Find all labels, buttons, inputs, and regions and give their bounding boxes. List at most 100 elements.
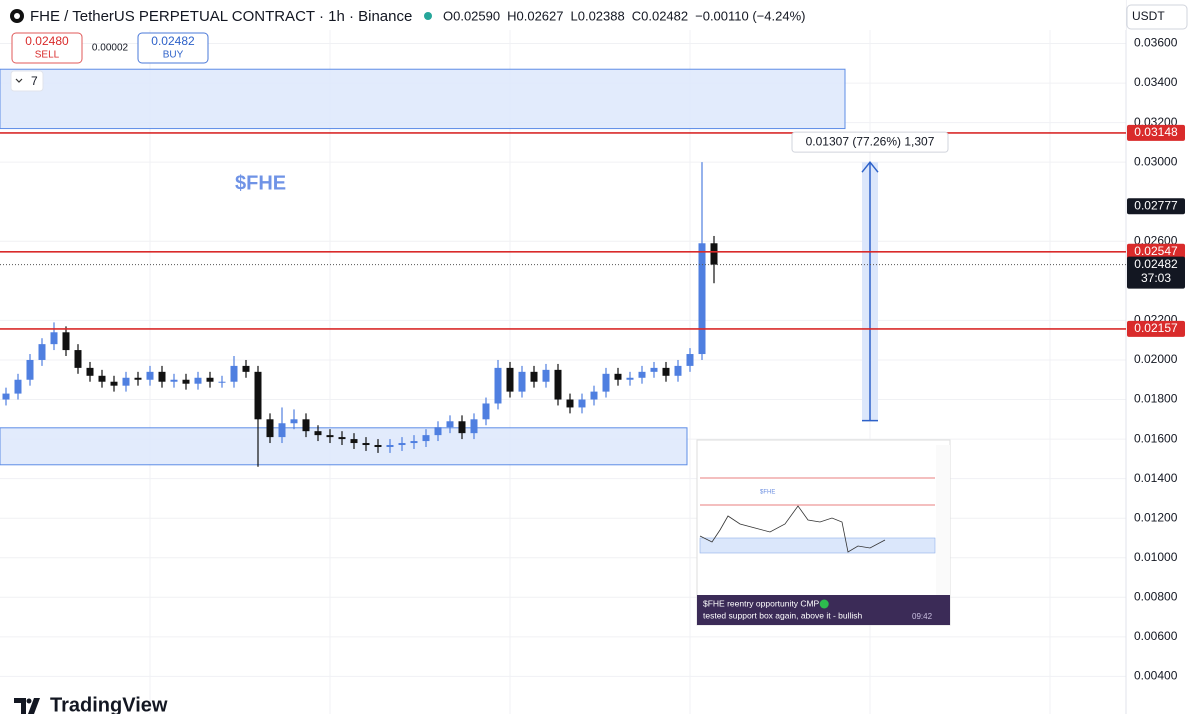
svg-text:$FHE: $FHE [760,490,775,496]
ohlc-value: L0.02388 [571,8,625,23]
candle-body [674,365,682,376]
candle-body [374,445,382,447]
y-tick-label: 0.01800 [1134,392,1178,406]
price-label-box [1127,198,1185,215]
candle-body [50,332,58,345]
candle-body [266,419,274,438]
status-dot [424,12,432,20]
price-label-box [1127,256,1185,289]
candle-body [710,243,718,265]
ohlc-value: H0.02627 [507,8,563,23]
sell-price[interactable]: 0.02480 [25,34,69,48]
candle-body [74,350,82,368]
y-tick-label: 0.03400 [1134,75,1178,89]
candle-body [386,445,394,447]
candle-body [134,377,142,380]
countdown: 37:03 [1141,271,1171,285]
candle-body [590,391,598,400]
candle-body [206,377,214,382]
candle-body [410,441,418,444]
buy-label[interactable]: BUY [163,50,184,61]
candle-body [326,435,334,438]
sell-button[interactable] [11,32,83,64]
candle-body [662,367,670,376]
candle-body [638,371,646,378]
candle-body [110,381,118,386]
candle-body [530,371,538,382]
y-tick-label: 0.03600 [1134,36,1178,50]
candle-body [398,443,406,446]
ohlc-value: C0.02482 [632,8,688,23]
candle-body [254,371,262,420]
price-label-box [1127,243,1185,260]
candle-body [362,443,370,446]
candle-body [698,243,706,355]
candle-body [38,344,46,360]
measure-label: 0.01307 (77.26%) 1,307 [806,134,935,148]
inset-caption: tested support box again, above it - bul… [703,610,863,620]
annotation: $FHE [235,172,286,194]
candle-body [194,377,202,384]
candle-body [494,367,502,404]
candle-body [242,365,250,372]
candle-body [626,377,634,380]
candle-body [86,367,94,376]
chart-title[interactable]: FHE / TetherUS PERPETUAL CONTRACT · 1h ·… [30,8,412,25]
candle-body [290,419,298,424]
inset-time: 09:42 [912,612,933,621]
price-label: 0.03148 [1134,125,1178,139]
candle-body [518,371,526,392]
candle-body [422,435,430,442]
candle-body [506,367,514,392]
candle-body [602,373,610,392]
measure-arrowhead [861,160,879,422]
y-tick-label: 0.01600 [1134,431,1178,445]
candle-body [578,399,586,408]
candle-body [2,393,10,400]
currency-button[interactable] [1126,4,1188,30]
candle-body [314,431,322,436]
candle-body [434,427,442,436]
candle-body [686,354,694,366]
price-label-box [1127,124,1185,141]
sell-label[interactable]: SELL [35,50,60,61]
measure-label-box [791,131,949,153]
indicator-count[interactable]: 7 [31,74,38,88]
candle-body [614,373,622,380]
buy-price[interactable]: 0.02482 [151,34,195,48]
currency[interactable]: USDT [1132,9,1165,23]
brand-logo [14,698,40,714]
candle-body [302,419,310,432]
y-tick-label: 0.00600 [1134,629,1178,643]
candle-body [482,403,490,420]
y-tick-label: 0.01200 [1134,510,1178,524]
candle-body [650,367,658,372]
candle-body [230,365,238,382]
candle-body [98,375,106,382]
candle-body [62,332,70,351]
candle-body [170,379,178,382]
ohlc-value: −0.00110 (−4.24%) [695,8,805,23]
buy-button[interactable] [137,32,209,64]
y-tick-label: 0.02000 [1134,352,1178,366]
spread: 0.00002 [92,43,129,54]
candle-body [26,359,34,380]
price-label: 0.02547 [1134,244,1178,258]
candle-body [554,369,562,400]
inset: $FHE $FHE reentry opportunity CMP tested… [696,439,951,626]
zone [0,427,688,466]
candle-body [458,421,466,434]
y-tick-label: 0.01400 [1134,471,1178,485]
candle-body [14,379,22,394]
candle-body [182,379,190,384]
indicator-toggle[interactable] [10,70,44,92]
candle-body [338,437,346,440]
brand: TradingView [50,694,168,714]
zone [0,68,846,130]
y-tick-label: 0.00400 [1134,669,1178,683]
candle-body [350,439,358,444]
candle-body [278,423,286,438]
y-tick-label: 0.01000 [1134,550,1178,564]
price-label: 0.02482 [1134,257,1178,271]
